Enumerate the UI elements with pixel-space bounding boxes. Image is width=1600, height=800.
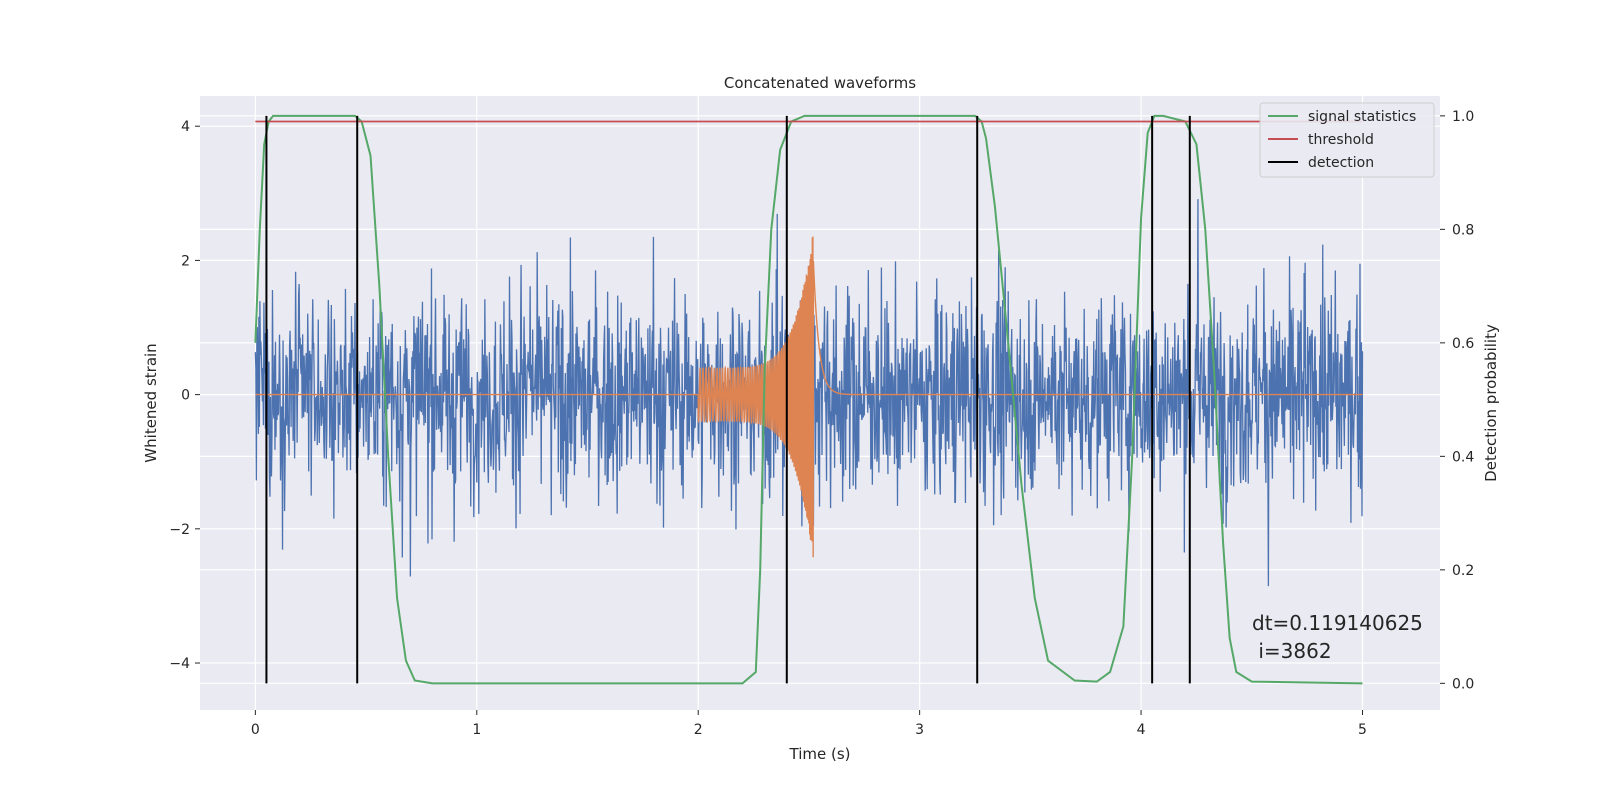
- y-tick-label: 4: [181, 119, 190, 135]
- legend-label-signal-statistics: signal statistics: [1308, 109, 1416, 125]
- y2-tick-label: 0.8: [1452, 222, 1474, 238]
- x-tick-label: 3: [915, 722, 924, 738]
- y-tick-label: −4: [169, 656, 190, 672]
- legend-label-detection: detection: [1308, 155, 1374, 171]
- x-axis-label: Time (s): [789, 745, 851, 763]
- y2-tick-label: 0.4: [1452, 449, 1474, 465]
- y-tick-label: −2: [169, 522, 190, 538]
- y2-tick-label: 0.2: [1452, 563, 1474, 579]
- signal-chirp-line: [255, 236, 1363, 558]
- y2-axis-label: Detection probability: [1482, 324, 1500, 482]
- signal-statistics-line: [254, 114, 1363, 685]
- y2-tick-label: 0.6: [1452, 336, 1474, 352]
- x-tick-label: 5: [1358, 722, 1367, 738]
- plot-area: [254, 114, 1364, 685]
- x-tick-label: 4: [1137, 722, 1146, 738]
- legend-box: [1259, 102, 1435, 178]
- legend: signal statistics threshold detection: [1259, 102, 1435, 178]
- y2-tick-label: 1.0: [1452, 109, 1474, 125]
- legend-label-threshold: threshold: [1308, 132, 1374, 148]
- chart-title: Concatenated waveforms: [724, 74, 916, 92]
- x-tick-label: 0: [251, 722, 260, 738]
- y-tick-label: 2: [181, 253, 190, 269]
- y-tick-label: 0: [181, 388, 190, 404]
- x-tick-label: 1: [472, 722, 481, 738]
- y2-tick-label: 0.0: [1452, 676, 1474, 692]
- x-tick-label: 2: [694, 722, 703, 738]
- y-axis-label: Whitened strain: [142, 343, 160, 462]
- annotation-dt: dt=0.119140625: [1252, 611, 1423, 635]
- annotation-i: i=3862: [1252, 639, 1332, 663]
